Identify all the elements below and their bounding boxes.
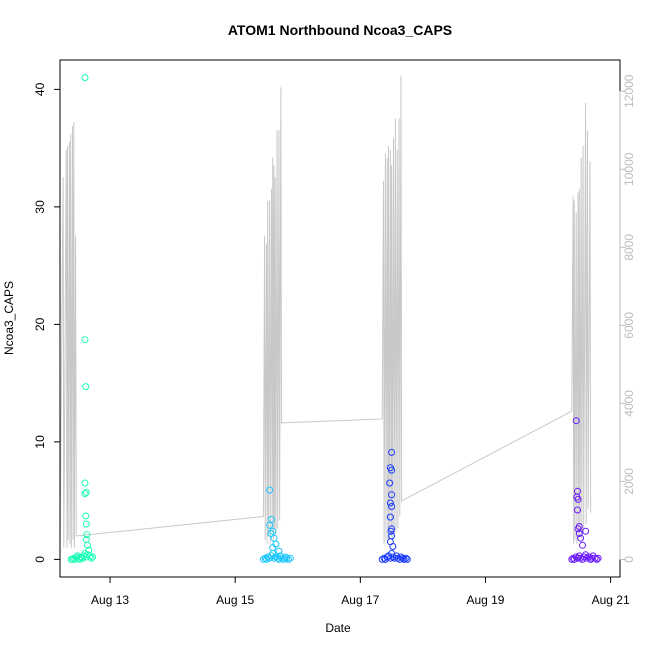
data-point: [389, 553, 397, 561]
data-point: [275, 555, 283, 563]
y-tick-label: 10: [33, 435, 47, 449]
data-point: [593, 555, 601, 563]
data-point: [81, 74, 89, 82]
data-point: [266, 486, 274, 494]
y2-tick-label: 6000: [622, 312, 636, 339]
data-point: [275, 547, 283, 555]
data-point: [83, 531, 91, 539]
data-point: [388, 503, 396, 510]
data-point: [386, 513, 394, 521]
data-point: [89, 553, 96, 561]
data-point: [69, 555, 76, 563]
chart-title: ATOM1 Northbound Ncoa3_CAPS: [228, 22, 452, 38]
y-tick-label: 30: [33, 200, 47, 214]
data-point: [264, 553, 272, 561]
y-tick-label: 20: [33, 317, 47, 331]
data-point: [82, 520, 90, 528]
data-point: [574, 495, 582, 503]
data-point: [386, 499, 394, 507]
data-point: [82, 488, 90, 496]
y-tick-label: 40: [33, 82, 47, 96]
data-point: [594, 554, 602, 562]
data-point: [399, 554, 407, 562]
x-tick-label: Aug 13: [91, 593, 129, 607]
data-point: [266, 554, 274, 562]
data-point: [82, 512, 90, 520]
data-point: [81, 490, 89, 498]
y2-tick-label: 12000: [622, 74, 636, 108]
data-point: [574, 525, 582, 533]
data-point: [284, 555, 292, 563]
x-axis: Aug 13 Aug 15 Aug 17 Aug 19 Aug 21: [91, 576, 630, 607]
plot-frame: [59, 59, 621, 578]
data-point: [388, 448, 396, 456]
data-point: [87, 554, 95, 562]
data-point: [286, 554, 294, 562]
data-point: [400, 555, 408, 563]
y-tick-label: 0: [33, 556, 47, 563]
x-tick-label: Aug 21: [592, 593, 630, 607]
data-point: [388, 491, 396, 499]
data-point: [572, 553, 580, 561]
data-point: [269, 544, 277, 552]
data-point: [388, 466, 396, 474]
data-point: [81, 336, 89, 344]
data-point: [572, 417, 580, 425]
data-point: [84, 541, 91, 549]
data-point: [575, 530, 583, 537]
data-point: [278, 554, 286, 562]
data-point: [402, 554, 410, 562]
data-point: [269, 527, 277, 535]
secondary-series-line: [59, 75, 592, 548]
y-axis: 0 10 20 30 40: [33, 82, 61, 563]
data-point: [82, 383, 90, 391]
data-point: [386, 479, 394, 487]
data-point: [583, 554, 591, 562]
data-point: [270, 554, 278, 562]
data-point: [276, 552, 284, 560]
data-point: [574, 506, 581, 514]
secondary-series-layer: [59, 75, 592, 548]
y2-tick-label: 8000: [622, 234, 636, 261]
data-point: [387, 527, 395, 535]
y2-axis: 0 2000 4000 6000 8000 10000 12000: [619, 74, 636, 563]
y2-tick-label: 10000: [622, 152, 636, 186]
data-point: [591, 554, 599, 562]
x-axis-label: Date: [325, 621, 351, 635]
data-point: [270, 534, 278, 542]
data-point: [267, 530, 275, 537]
y-axis-label: Ncoa3_CAPS: [2, 281, 16, 355]
y2-tick-label: 0: [622, 556, 636, 563]
data-point: [579, 541, 586, 549]
x-tick-label: Aug 17: [341, 593, 379, 607]
data-point: [582, 527, 590, 535]
points-layer: [67, 74, 602, 563]
y2-tick-label: 4000: [622, 390, 636, 417]
x-tick-label: Aug 15: [216, 593, 254, 607]
data-point: [391, 554, 399, 562]
data-point: [266, 521, 274, 529]
data-point: [569, 554, 577, 562]
x-tick-label: Aug 19: [466, 593, 504, 607]
data-point: [389, 543, 397, 550]
data-point: [403, 555, 411, 563]
y2-tick-label: 2000: [622, 468, 636, 495]
data-point: [81, 479, 89, 487]
data-point: [283, 554, 290, 562]
data-point: [577, 534, 585, 542]
